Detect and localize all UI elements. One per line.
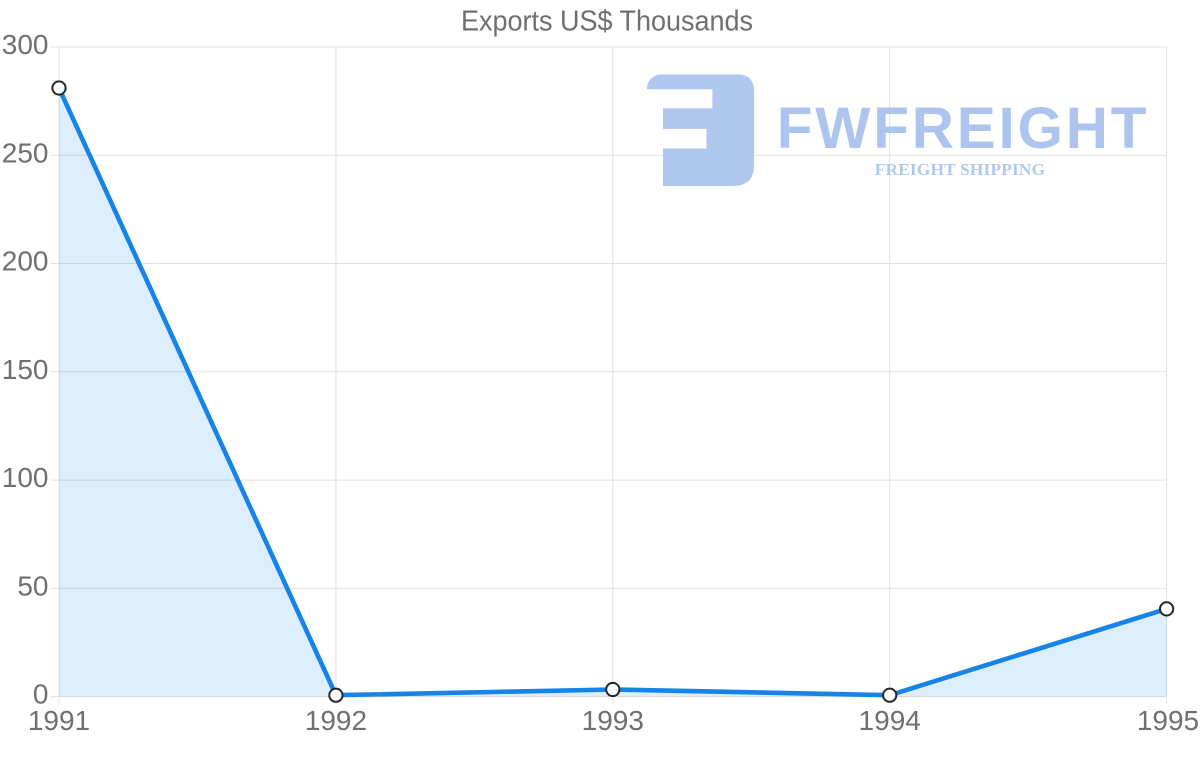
svg-text:1991: 1991: [28, 705, 90, 736]
svg-text:1994: 1994: [859, 705, 921, 736]
svg-text:Exports US$ Thousands: Exports US$ Thousands: [461, 6, 753, 38]
svg-text:100: 100: [2, 462, 49, 493]
svg-text:50: 50: [17, 570, 48, 601]
svg-text:1992: 1992: [305, 705, 367, 736]
svg-text:0: 0: [33, 679, 49, 710]
svg-text:FWFREIGHT: FWFREIGHT: [777, 96, 1149, 161]
svg-text:300: 300: [2, 29, 49, 60]
svg-text:1995: 1995: [1137, 705, 1199, 736]
svg-text:150: 150: [2, 354, 49, 385]
svg-text:200: 200: [2, 246, 49, 277]
svg-text:FREIGHT SHIPPING: FREIGHT SHIPPING: [875, 160, 1045, 179]
svg-text:1993: 1993: [582, 705, 644, 736]
svg-text:250: 250: [2, 137, 49, 168]
